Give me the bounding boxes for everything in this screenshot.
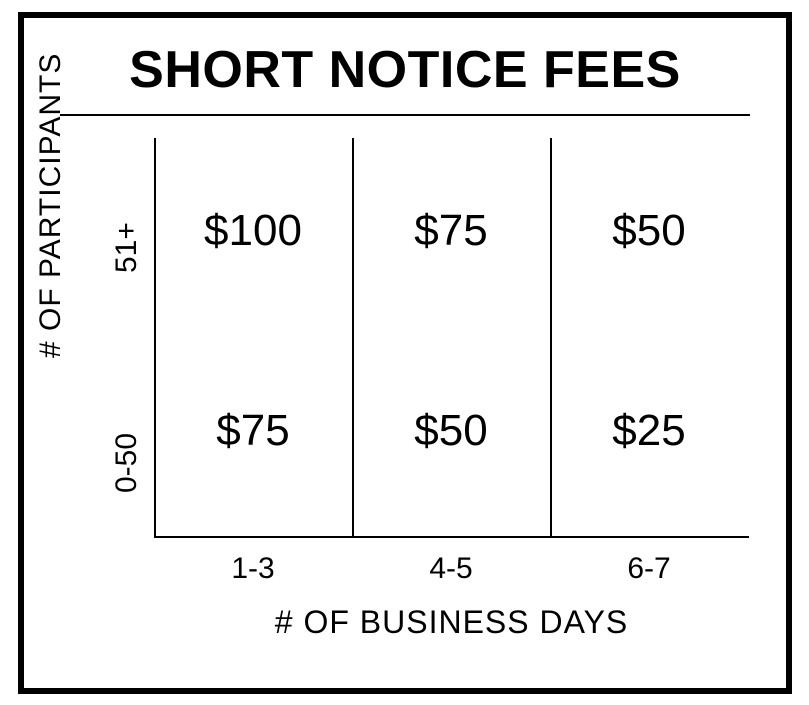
fee-cell: $75 (352, 206, 550, 256)
title-rule (60, 114, 750, 116)
x-axis-label: # OF BUSINESS DAYS (154, 604, 749, 641)
fee-cell: $25 (550, 406, 748, 456)
fee-cell: $50 (550, 206, 748, 256)
grid-vline (154, 138, 156, 538)
grid-vline (550, 138, 552, 538)
fee-cell: $100 (154, 206, 352, 256)
fee-table-frame: SHORT NOTICE FEES # OF PARTICIPANTS 51+ … (18, 12, 792, 694)
grid-hline (154, 536, 749, 538)
x-tick-1: 4-5 (352, 552, 550, 586)
fee-cell: $75 (154, 406, 352, 456)
y-axis-label: # OF PARTICIPANTS (34, 53, 68, 358)
row-label-0: 51+ (110, 222, 144, 273)
table-title: SHORT NOTICE FEES (24, 40, 786, 100)
fee-grid: $100 $75 $50 $75 $50 $25 (154, 138, 749, 538)
row-label-1: 0-50 (110, 433, 144, 493)
x-ticks: 1-3 4-5 6-7 (154, 552, 749, 592)
x-tick-2: 6-7 (550, 552, 748, 586)
x-tick-0: 1-3 (154, 552, 352, 586)
grid-vline (352, 138, 354, 538)
fee-cell: $50 (352, 406, 550, 456)
